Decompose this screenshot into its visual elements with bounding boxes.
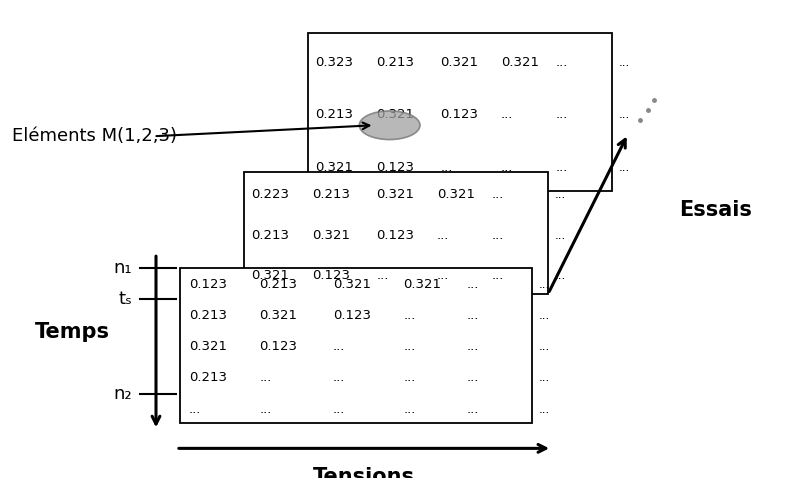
Text: ...: ...	[538, 371, 550, 384]
Text: 0.213: 0.213	[251, 228, 290, 241]
Text: tₛ: tₛ	[118, 290, 132, 308]
Text: ...: ...	[403, 309, 416, 322]
Text: ...: ...	[403, 402, 416, 415]
Text: ...: ...	[403, 340, 416, 353]
Bar	[180, 268, 532, 423]
Text: 0.123: 0.123	[440, 109, 478, 121]
Text: 0.321: 0.321	[313, 228, 350, 241]
Text: Eléments M(1,2,3): Eléments M(1,2,3)	[12, 127, 177, 145]
Text: ...: ...	[554, 269, 566, 282]
Text: 0.321: 0.321	[403, 278, 442, 291]
Text: 0.123: 0.123	[189, 278, 227, 291]
Text: 0.321: 0.321	[333, 278, 371, 291]
Text: 0.321: 0.321	[501, 56, 539, 69]
Text: 0.321: 0.321	[315, 161, 354, 174]
Text: ...: ...	[538, 278, 550, 291]
Text: n₁: n₁	[114, 259, 132, 277]
Text: 0.321: 0.321	[377, 109, 414, 121]
Text: Temps: Temps	[34, 322, 110, 342]
Text: 0.213: 0.213	[315, 109, 354, 121]
Text: ...: ...	[189, 402, 201, 415]
Text: 0.321: 0.321	[251, 269, 290, 282]
Text: ...: ...	[538, 340, 550, 353]
Bar	[308, 33, 612, 191]
Text: ...: ...	[618, 56, 630, 69]
Text: 0.213: 0.213	[313, 188, 350, 201]
Bar	[244, 172, 548, 294]
Text: ...: ...	[437, 269, 450, 282]
Text: Tensions: Tensions	[313, 467, 415, 478]
Text: ...: ...	[467, 371, 479, 384]
Text: ...: ...	[467, 340, 479, 353]
Text: 0.321: 0.321	[440, 56, 478, 69]
Text: 0.213: 0.213	[377, 56, 414, 69]
Text: ...: ...	[437, 228, 450, 241]
Text: ...: ...	[501, 109, 514, 121]
Text: 0.213: 0.213	[189, 371, 227, 384]
Text: 0.321: 0.321	[376, 188, 414, 201]
Text: ...: ...	[492, 269, 504, 282]
Text: 0.123: 0.123	[259, 340, 298, 353]
Text: ...: ...	[403, 371, 416, 384]
Text: ...: ...	[554, 188, 566, 201]
Text: ...: ...	[618, 109, 630, 121]
Text: ...: ...	[538, 402, 550, 415]
Text: 0.123: 0.123	[377, 161, 414, 174]
Text: ...: ...	[556, 161, 568, 174]
Text: ...: ...	[618, 161, 630, 174]
Text: 0.123: 0.123	[376, 228, 414, 241]
Text: n₂: n₂	[114, 385, 132, 403]
Text: 0.213: 0.213	[189, 309, 227, 322]
Ellipse shape	[359, 111, 420, 140]
Text: ...: ...	[333, 371, 346, 384]
Text: ...: ...	[376, 269, 389, 282]
Text: 0.123: 0.123	[333, 309, 371, 322]
Text: 0.323: 0.323	[315, 56, 354, 69]
Text: 0.321: 0.321	[259, 309, 298, 322]
Text: ...: ...	[333, 402, 346, 415]
Text: ...: ...	[501, 161, 514, 174]
Text: ...: ...	[467, 278, 479, 291]
Text: ...: ...	[556, 109, 568, 121]
Text: 0.321: 0.321	[437, 188, 475, 201]
Text: ...: ...	[259, 402, 271, 415]
Text: ...: ...	[440, 161, 453, 174]
Text: ...: ...	[538, 309, 550, 322]
Text: 0.223: 0.223	[251, 188, 290, 201]
Text: ...: ...	[492, 188, 504, 201]
Text: ...: ...	[467, 309, 479, 322]
Text: ...: ...	[467, 402, 479, 415]
Text: ...: ...	[259, 371, 271, 384]
Text: ...: ...	[554, 228, 566, 241]
Text: ...: ...	[333, 340, 346, 353]
Text: Essais: Essais	[679, 200, 753, 220]
Text: 0.213: 0.213	[259, 278, 298, 291]
Text: 0.321: 0.321	[189, 340, 227, 353]
Text: ...: ...	[556, 56, 568, 69]
Text: 0.123: 0.123	[313, 269, 350, 282]
Text: ...: ...	[492, 228, 504, 241]
